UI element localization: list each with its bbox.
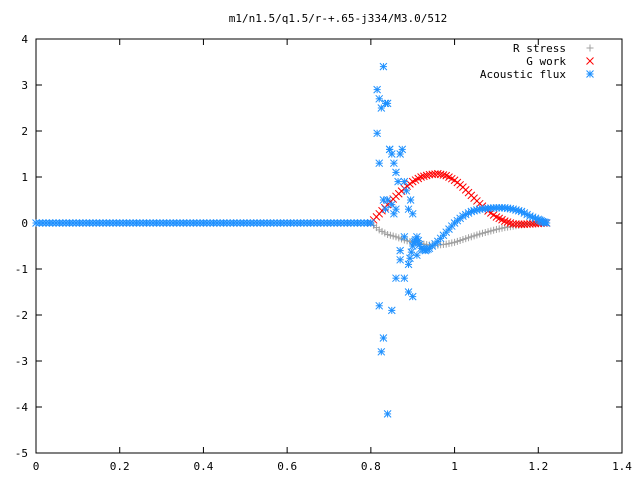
x-tick-label: 0.6 (277, 460, 297, 473)
data-point (400, 274, 409, 283)
data-point (387, 200, 396, 209)
x-tick-label: 0.2 (110, 460, 130, 473)
data-point (392, 274, 400, 283)
data-point (367, 219, 375, 227)
data-point (379, 334, 388, 342)
series-layer (32, 62, 551, 418)
legend-marker (586, 57, 594, 65)
data-point (375, 159, 384, 168)
data-point (407, 248, 416, 256)
data-point (404, 260, 413, 269)
data-point (375, 94, 384, 103)
data-point (408, 209, 417, 218)
data-point (375, 301, 384, 310)
data-point (387, 306, 396, 315)
data-point (394, 177, 402, 186)
data-point (398, 145, 407, 154)
legend-label: R stress (513, 42, 566, 55)
y-tick-label: -1 (15, 263, 28, 276)
data-point (373, 85, 381, 94)
legend-marker (586, 70, 594, 78)
y-tick-label: -2 (15, 309, 28, 322)
chart-title: m1/n1.5/q1.5/r-+.65-j334/M3.0/512 (229, 12, 448, 25)
x-tick-label: 1.4 (612, 460, 632, 473)
y-tick-label: 1 (21, 171, 28, 184)
data-point (417, 173, 425, 181)
data-point (408, 292, 417, 301)
y-tick-label: 2 (21, 125, 28, 138)
data-point (392, 168, 400, 177)
data-point (514, 220, 523, 229)
legend-label: Acoustic flux (480, 68, 566, 81)
data-point (400, 232, 409, 241)
data-point (404, 288, 413, 296)
data-point (396, 246, 405, 255)
data-point (542, 219, 551, 227)
data-point (396, 255, 405, 264)
data-point (413, 251, 421, 260)
data-point (377, 347, 386, 356)
data-point (402, 186, 411, 195)
data-point (406, 196, 415, 204)
x-tick-label: 0 (33, 460, 40, 473)
data-point (500, 217, 509, 226)
data-point (385, 145, 394, 154)
data-point (406, 254, 414, 263)
axis-ticks: 0 0.2 0.4 0.6 0.8 1 1.2 1.4 4 3 2 1 0 -1 -2 -3 -4 -5 (15, 33, 633, 473)
data-point (383, 410, 392, 418)
y-tick-label: -3 (15, 355, 28, 368)
y-tick-label: 3 (21, 79, 28, 92)
x-tick-label: 1.2 (528, 460, 548, 473)
y-tick-label: -4 (15, 401, 29, 414)
data-point (381, 205, 390, 214)
y-tick-label: -5 (15, 447, 28, 460)
data-point (439, 171, 448, 179)
data-point (379, 62, 388, 71)
data-point (400, 177, 409, 186)
x-tick-label: 0.4 (193, 460, 213, 473)
legend-label: G work (526, 55, 566, 68)
y-tick-label: 0 (21, 217, 28, 230)
x-tick-label: 0.8 (361, 460, 381, 473)
series-3 (32, 62, 551, 418)
x-tick-label: 1 (451, 460, 458, 473)
data-point (390, 159, 398, 168)
plot-frame (35, 38, 623, 454)
data-point (383, 99, 392, 108)
data-point (392, 205, 400, 214)
data-point (420, 172, 428, 181)
data-point (503, 218, 512, 226)
data-point (373, 129, 381, 138)
y-tick-label: 4 (21, 33, 28, 46)
legend-marker (586, 44, 594, 52)
